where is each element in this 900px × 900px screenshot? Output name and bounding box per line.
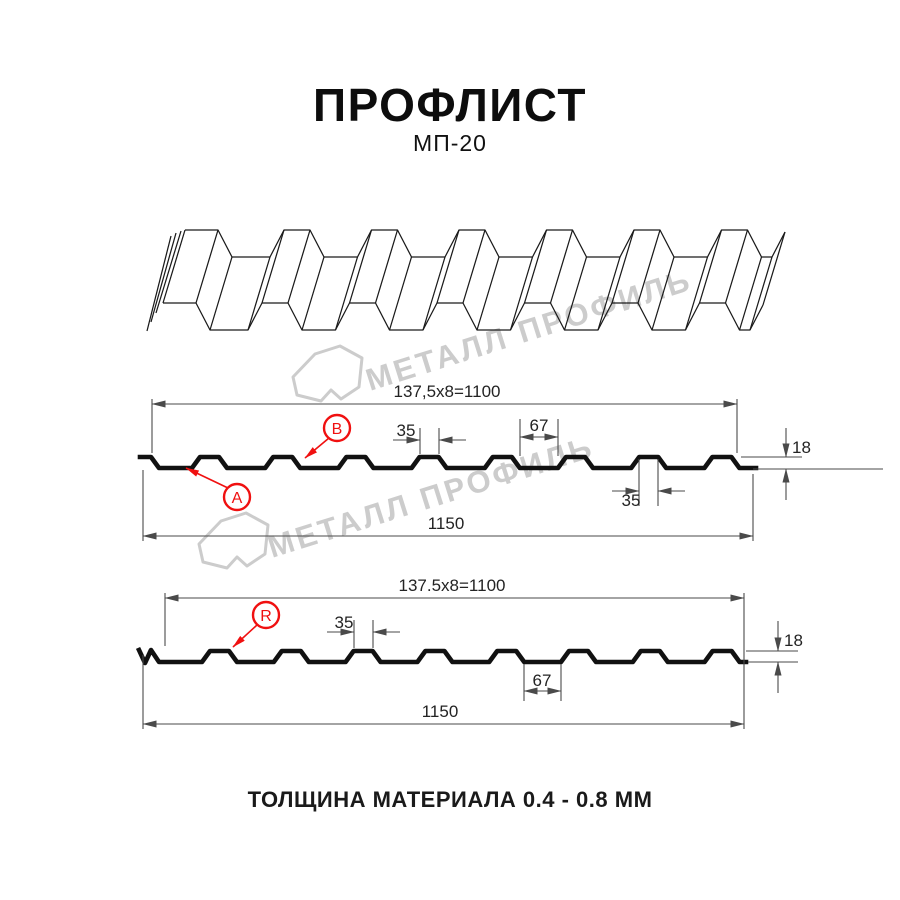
- dim-label-height: 18: [792, 438, 811, 457]
- sheet-3d-drawing: [146, 229, 786, 332]
- material-thickness-note: ТОЛЩИНА МАТЕРИАЛА 0.4 - 0.8 ММ: [247, 787, 653, 812]
- callout-a-label: A: [232, 490, 243, 507]
- metall-profil-logo-icon: [291, 344, 364, 403]
- profile-diagram-top: 137,5x8=1100 35 67 35: [137, 382, 883, 541]
- dim-profile-height: 18: [741, 428, 883, 500]
- dim-label-crest: 35: [397, 421, 416, 440]
- dim-label-height: 18: [784, 631, 803, 650]
- dim-crest-width: 35: [327, 613, 400, 648]
- dim-valley-width: 67: [519, 416, 559, 456]
- dim-label-valley: 67: [533, 671, 552, 690]
- model-label: МП-20: [413, 130, 487, 156]
- callout-b-label: B: [332, 421, 343, 438]
- dim-label-coverage: 137.5x8=1100: [399, 576, 506, 595]
- dim-coverage-width: 137.5x8=1100: [164, 576, 745, 729]
- profile-cross-section: [135, 646, 749, 666]
- dim-label-crest-bottom: 35: [622, 491, 641, 510]
- profile-diagram-bottom: 137.5x8=1100 35 67 18: [135, 576, 803, 729]
- profile-cross-section: [137, 454, 759, 471]
- callout-r: R: [232, 600, 281, 648]
- watermark-brand-lower: МЕТАЛЛ ПРОФИЛЬ: [197, 429, 599, 570]
- callout-b: B: [304, 413, 352, 459]
- dim-label-overall: 1150: [428, 514, 465, 533]
- dim-label-valley: 67: [530, 416, 549, 435]
- watermark-text: МЕТАЛЛ ПРОФИЛЬ: [264, 429, 599, 565]
- dim-overall-width: 1150: [142, 470, 754, 541]
- dim-label-crest: 35: [335, 613, 354, 632]
- dim-coverage-width: 137,5x8=1100: [151, 382, 738, 453]
- callout-r-label: R: [260, 608, 272, 625]
- watermark-brand-upper: МЕТАЛЛ ПРОФИЛЬ: [291, 262, 696, 403]
- callout-a: A: [185, 467, 252, 512]
- page-title: ПРОФЛИСТ: [313, 79, 587, 131]
- dim-label-coverage: 137,5x8=1100: [394, 382, 501, 401]
- dim-overall-width: 1150: [142, 655, 745, 729]
- dim-profile-height: 18: [746, 621, 803, 693]
- dim-label-overall: 1150: [422, 702, 459, 721]
- dim-valley-width: 67: [523, 664, 562, 701]
- metall-profil-logo-icon: [197, 511, 270, 570]
- dim-crest-width: 35: [393, 421, 466, 454]
- dim-crest-width-bottom: 35: [612, 459, 685, 510]
